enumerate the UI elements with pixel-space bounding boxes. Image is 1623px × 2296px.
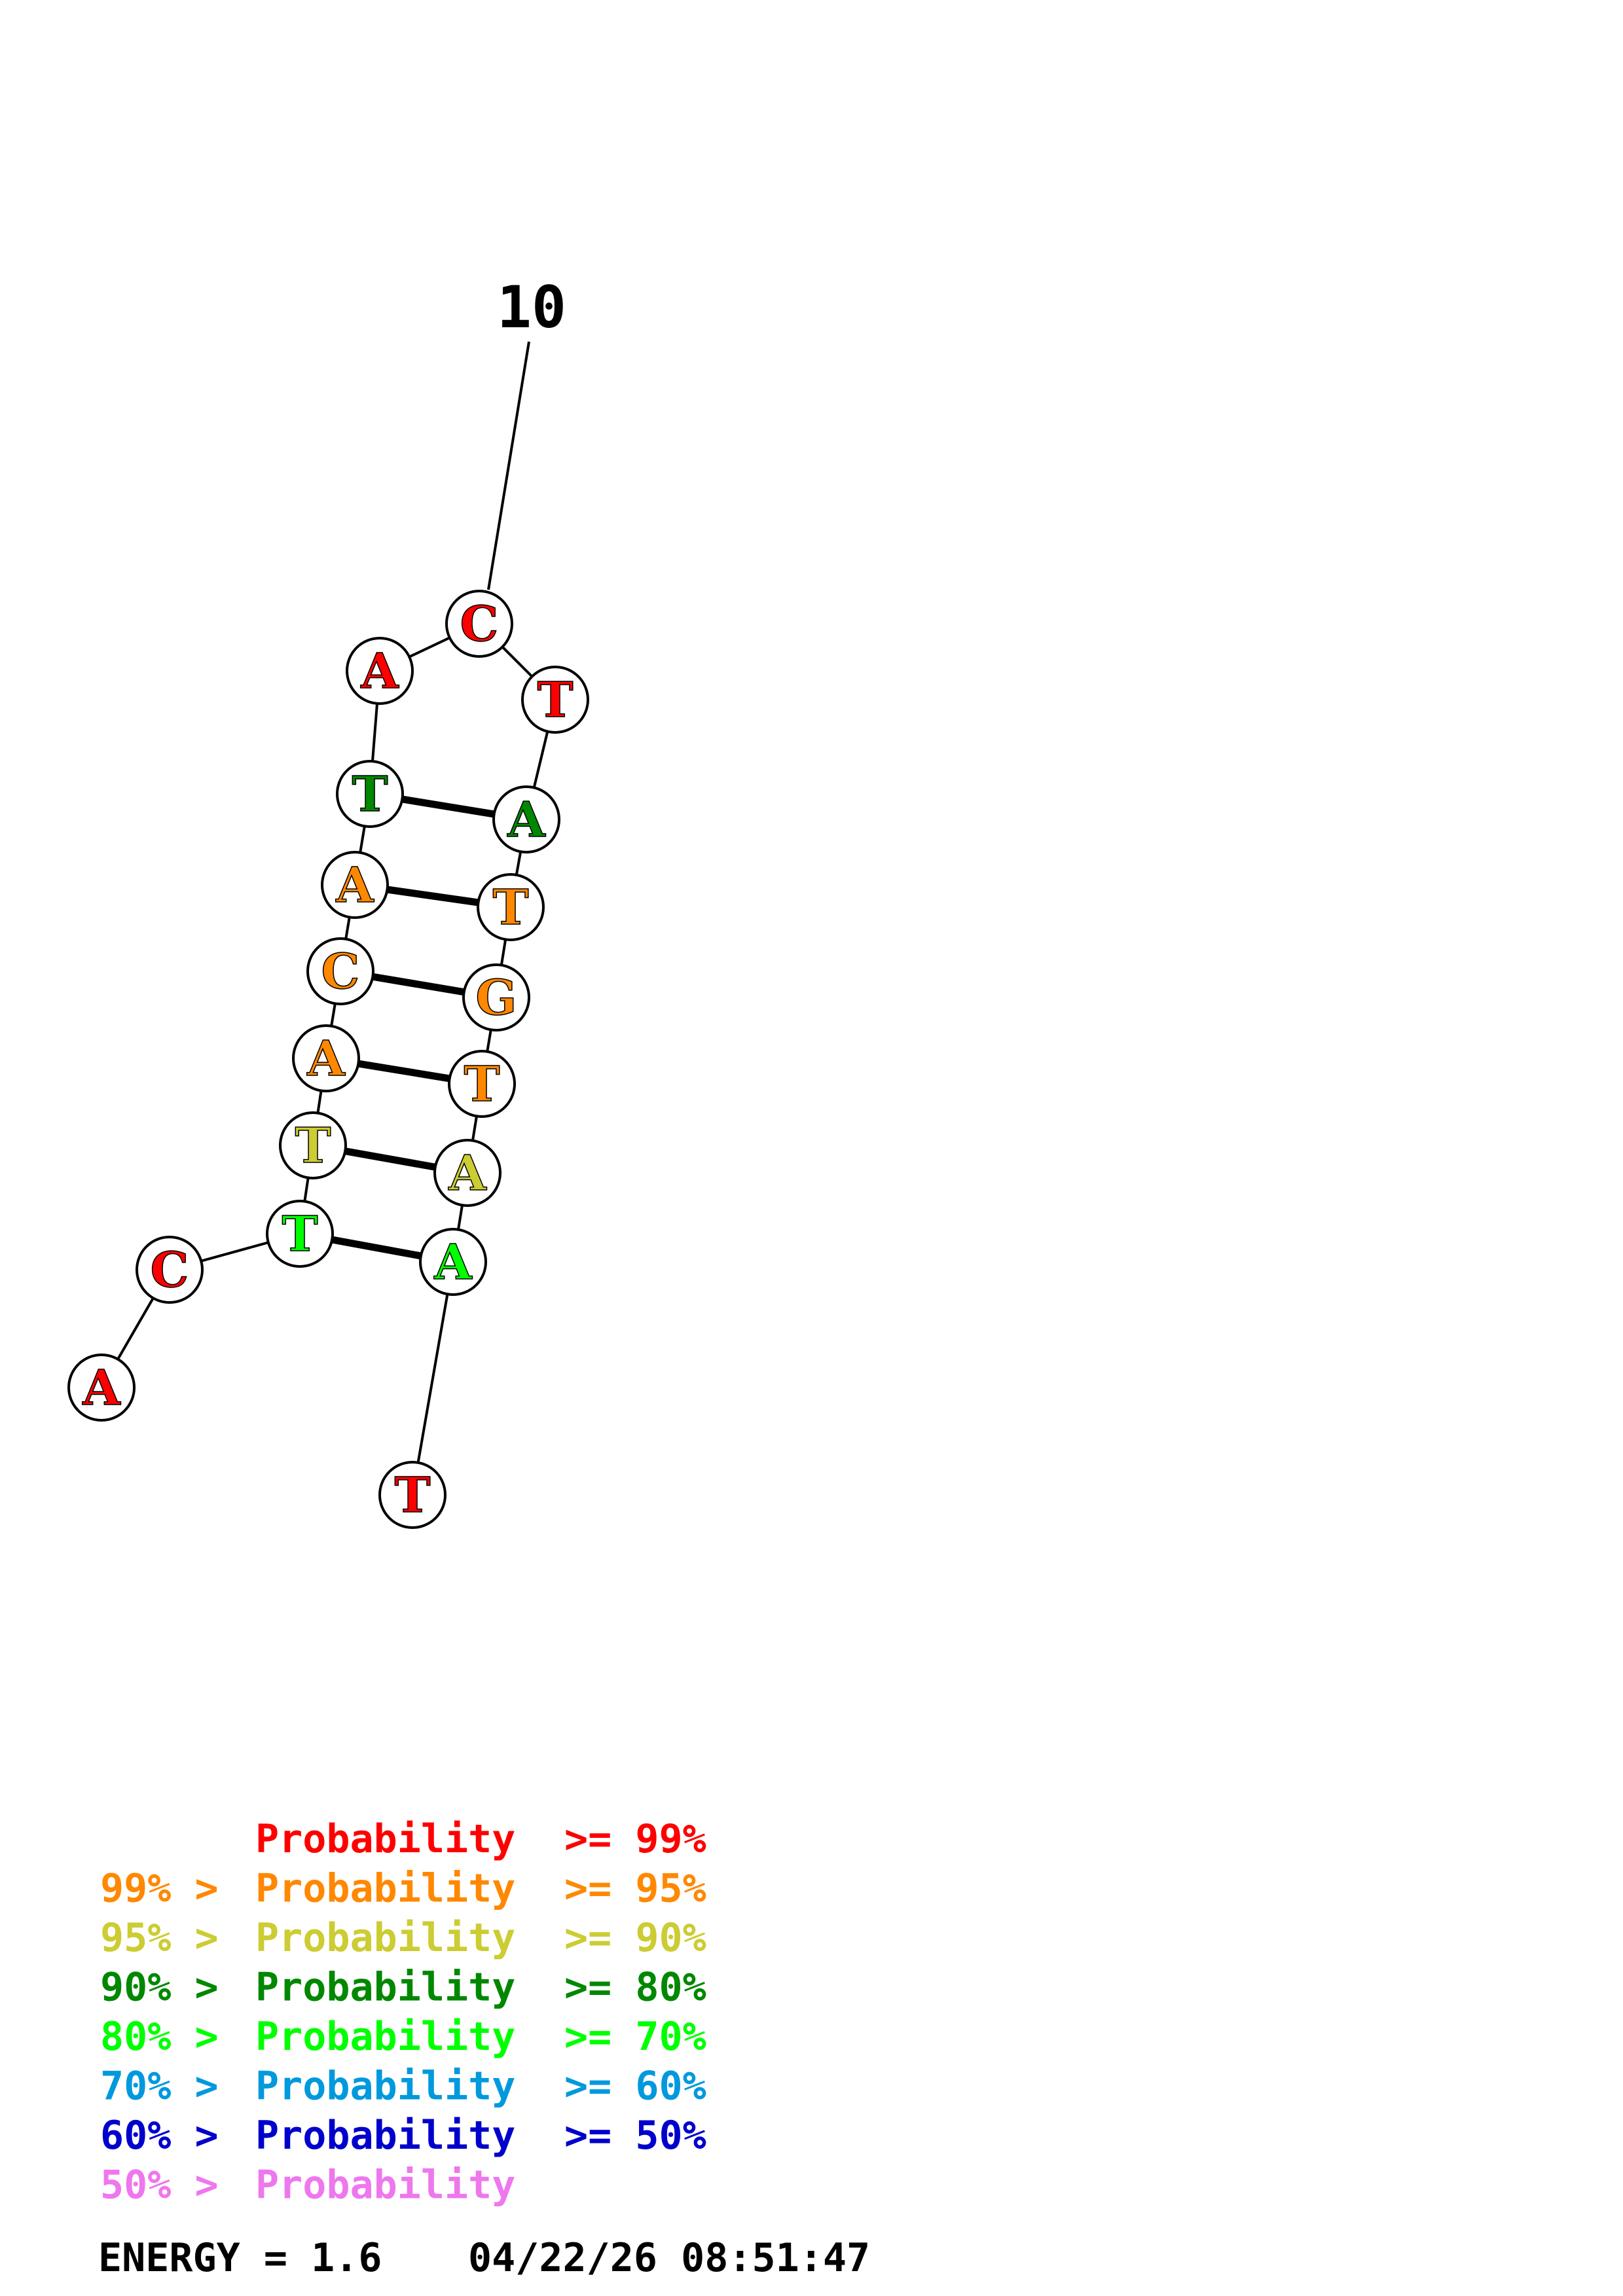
nucleotide-base: A [433, 1234, 473, 1291]
position-tick: 10 [487, 274, 566, 590]
nucleotide-9: A [346, 637, 414, 705]
tick-label: 10 [497, 274, 566, 341]
nucleotide-circle [477, 873, 545, 941]
nucleotide-13: T [477, 873, 545, 941]
backbone-segment [411, 1261, 454, 1496]
legend-label: Probability [255, 1965, 515, 2011]
nucleotide-base: A [335, 857, 374, 914]
probability-legend: Probability >= 99%99% > Probability >= 95%9… [100, 1816, 706, 2208]
legend-row: 95% > Probability >= 90% [100, 1915, 706, 1961]
nucleotide-circle [136, 1236, 204, 1304]
legend-row: 50% > Probability [100, 2162, 515, 2208]
legend-row: 80% > Probability >= 70% [100, 2014, 706, 2060]
nucleotide-circle [419, 1228, 487, 1296]
nucleotide-base: T [537, 672, 573, 728]
nucleotide-base: A [507, 792, 546, 848]
legend-label: Probability [255, 2113, 515, 2159]
legend-threshold: >= 80% [564, 1965, 706, 2011]
nucleotide-15: T [448, 1050, 516, 1118]
legend-row: 99% > Probability >= 95% [100, 1866, 706, 1912]
nucleotide-16: A [433, 1139, 501, 1207]
legend-label: Probability [255, 2014, 515, 2060]
legend-threshold: >= 60% [564, 2064, 706, 2109]
nucleotide-base: T [352, 766, 388, 823]
legend-prefix: 70% > [100, 2064, 219, 2109]
legend-prefix: 80% > [100, 2014, 219, 2060]
legend-prefix: 60% > [100, 2113, 219, 2159]
nucleotide-17: A [419, 1228, 487, 1296]
legend-prefix: 95% > [100, 1915, 219, 1961]
nucleotide-18: T [378, 1461, 447, 1529]
footer: ENERGY = 1.6 04/22/26 08:51:47 [98, 2235, 870, 2281]
nucleotide-circle [492, 785, 560, 853]
nucleotide-circle [448, 1050, 516, 1118]
nucleotide-7: A [321, 851, 389, 919]
legend-label: Probability [255, 1816, 515, 1862]
nucleotide-circle [306, 937, 374, 1005]
nucleotide-3: T [266, 1200, 334, 1268]
nucleotide-base: A [448, 1145, 487, 1202]
legend-threshold: >= 99% [564, 1816, 706, 1862]
legend-threshold: >= 70% [564, 2014, 706, 2060]
nucleotide-base: C [460, 596, 499, 653]
nucleotide-circle [433, 1139, 501, 1207]
nucleotide-base: T [492, 880, 528, 936]
legend-row: Probability >= 99% [255, 1816, 706, 1862]
nucleotide-base: A [82, 1360, 121, 1416]
nucleotide-6: C [306, 937, 374, 1005]
nucleotide-circle [292, 1024, 360, 1092]
nucleotide-10: C [445, 590, 513, 658]
legend-label: Probability [255, 1866, 515, 1912]
nucleotide-circle [462, 963, 530, 1031]
legend-label: Probability [255, 2064, 515, 2109]
timestamp: 04/22/26 08:51:47 [468, 2235, 870, 2281]
nucleotide-base: T [282, 1206, 318, 1263]
legend-prefix: 90% > [100, 1965, 219, 2011]
nucleotide-base: G [475, 970, 517, 1026]
nucleotide-4: T [279, 1111, 347, 1179]
nucleotide-base: C [321, 944, 360, 1000]
legend-row: 60% > Probability >= 50% [100, 2113, 706, 2159]
legend-row: 90% > Probability >= 80% [100, 1965, 706, 2011]
nucleotide-1: A [67, 1354, 136, 1422]
legend-label: Probability [255, 2162, 515, 2208]
nucleotide-circle [67, 1354, 136, 1422]
nucleotide-base: T [464, 1056, 500, 1113]
nucleotide-circle [346, 637, 414, 705]
energy-label: ENERGY = 1.6 [98, 2235, 382, 2281]
nucleotide-2: C [136, 1236, 204, 1304]
nucleotide-14: G [462, 963, 530, 1031]
nucleotide-12: A [492, 785, 560, 853]
nucleotide-circle [378, 1461, 447, 1529]
nucleotide-circle [279, 1111, 347, 1179]
nucleotide-8: T [336, 760, 404, 828]
nucleotide-circle [521, 666, 589, 734]
nucleotide-base: A [306, 1031, 346, 1087]
legend-threshold: >= 50% [564, 2113, 706, 2159]
nucleotide-base: A [360, 643, 399, 700]
nucleotide-base: T [295, 1118, 331, 1174]
legend-prefix: 99% > [100, 1866, 219, 1912]
nucleotide-11: T [521, 666, 589, 734]
legend-label: Probability [255, 1915, 515, 1961]
nucleotide-base: T [394, 1467, 430, 1524]
nucleotide-circle [336, 760, 404, 828]
tick-line [487, 341, 530, 590]
nucleotide-circle [321, 851, 389, 919]
legend-threshold: >= 95% [564, 1866, 706, 1912]
legend-prefix: 50% > [100, 2162, 219, 2208]
nucleotide-5: A [292, 1024, 360, 1092]
nucleotide-circle [266, 1200, 334, 1268]
nucleotide-circle [445, 590, 513, 658]
nucleotide-base: C [151, 1242, 189, 1299]
legend-threshold: >= 90% [564, 1915, 706, 1961]
legend-row: 70% > Probability >= 60% [100, 2064, 706, 2109]
